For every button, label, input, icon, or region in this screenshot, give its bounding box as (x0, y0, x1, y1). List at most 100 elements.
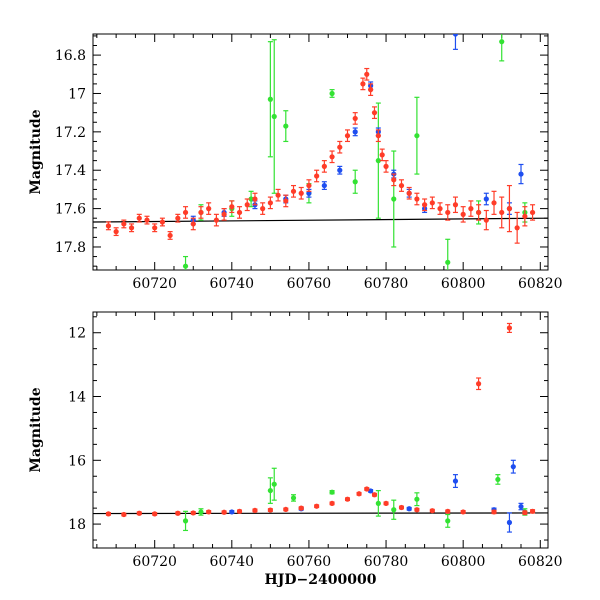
data-point (352, 112, 358, 125)
data-marker (371, 492, 378, 498)
data-marker (267, 507, 273, 513)
data-point (437, 202, 443, 215)
data-marker (329, 489, 335, 495)
data-point (460, 509, 466, 515)
data-marker (352, 179, 358, 185)
data-marker (475, 209, 482, 216)
plot-frame (92, 311, 549, 549)
data-marker (298, 190, 304, 196)
data-point (190, 217, 196, 231)
data-point (190, 510, 196, 516)
data-point (206, 202, 212, 215)
data-point (514, 211, 520, 244)
data-marker (375, 133, 381, 139)
x-tick-label: 60720 (132, 276, 177, 292)
data-point (329, 150, 335, 164)
data-point (136, 510, 142, 516)
data-marker (429, 200, 435, 206)
data-marker (275, 192, 281, 198)
data-point (267, 196, 273, 210)
data-point (452, 196, 459, 214)
data-point (398, 504, 405, 511)
data-marker (510, 464, 516, 470)
data-point (356, 491, 362, 497)
data-marker (529, 508, 536, 514)
data-point (271, 467, 277, 501)
data-point (229, 509, 235, 515)
data-marker (499, 209, 505, 216)
data-marker (283, 123, 289, 129)
data-point (475, 204, 482, 221)
data-marker (321, 182, 327, 189)
data-marker (182, 263, 189, 269)
data-point (475, 377, 482, 391)
trend-line (93, 512, 548, 515)
data-marker (506, 519, 513, 526)
data-marker (159, 219, 166, 225)
data-marker (306, 190, 312, 196)
data-point (414, 96, 420, 175)
data-point (283, 194, 289, 208)
data-point (375, 129, 381, 143)
data-point (290, 184, 297, 198)
data-marker (483, 196, 489, 202)
data-point (314, 169, 320, 183)
data-point (371, 492, 378, 498)
data-point (329, 489, 335, 495)
data-point (306, 179, 312, 192)
data-marker (379, 152, 385, 158)
data-point (128, 223, 135, 233)
data-marker (152, 511, 158, 517)
y-tick-label: 17.6 (55, 202, 86, 218)
data-point (398, 179, 405, 192)
data-point (283, 506, 289, 513)
data-point (529, 508, 536, 514)
data-marker (206, 509, 212, 515)
data-marker (260, 206, 266, 212)
data-marker (344, 496, 351, 502)
y-tick-label: 16 (68, 453, 86, 469)
data-marker (437, 206, 443, 212)
data-marker (514, 225, 520, 231)
data-point (314, 503, 320, 509)
data-point (452, 474, 459, 489)
data-marker (391, 507, 397, 513)
data-marker (491, 200, 497, 206)
data-marker (452, 202, 459, 208)
data-point (236, 508, 243, 514)
data-marker (236, 508, 243, 514)
plot-area (93, 322, 548, 533)
data-point (329, 500, 335, 506)
data-marker (329, 154, 335, 160)
data-marker (368, 87, 374, 93)
x-tick-label: 60800 (441, 554, 486, 570)
data-marker (167, 232, 173, 239)
data-marker (475, 381, 482, 387)
data-marker (391, 196, 397, 202)
plot-frame (92, 33, 549, 271)
data-marker (483, 217, 489, 223)
data-marker (406, 190, 412, 196)
data-marker (105, 223, 112, 229)
y-tick-label: 17.4 (55, 163, 86, 179)
data-point (506, 184, 513, 233)
x-tick-label: 60820 (518, 554, 563, 570)
data-marker (221, 211, 227, 217)
data-point (244, 198, 250, 212)
data-marker (414, 133, 420, 139)
data-marker (175, 215, 181, 221)
data-point (182, 510, 189, 532)
data-marker (344, 133, 351, 139)
data-point (213, 213, 219, 227)
data-point (491, 190, 497, 215)
data-marker (267, 96, 273, 102)
x-tick-label: 60740 (210, 554, 255, 570)
data-marker (182, 518, 189, 524)
data-marker (252, 507, 258, 513)
data-marker (398, 504, 405, 511)
data-marker (506, 206, 513, 212)
data-point (175, 213, 181, 223)
data-point (522, 206, 528, 227)
data-point (159, 217, 166, 227)
data-marker (383, 163, 389, 169)
